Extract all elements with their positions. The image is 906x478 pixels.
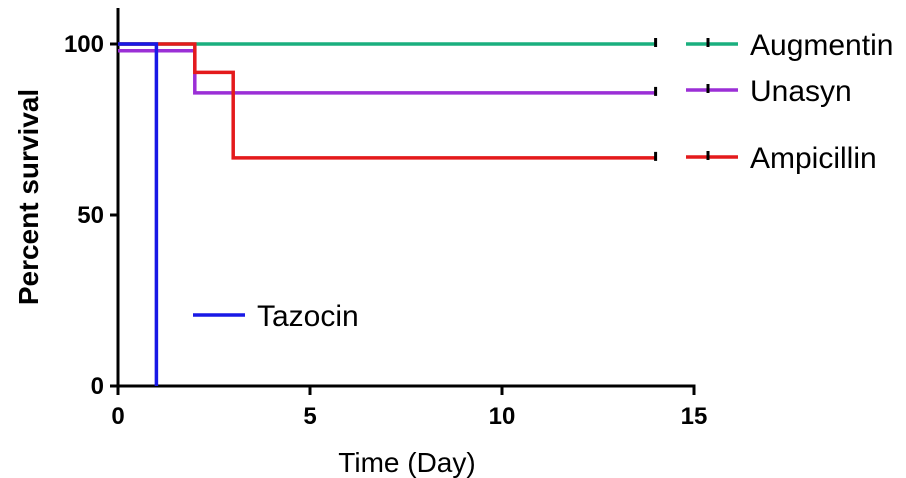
legend-item-augmentin: Augmentin	[686, 29, 893, 62]
legend-item-ampicillin: Ampicillin	[686, 142, 877, 175]
legend-item-unasyn: Unasyn	[686, 75, 852, 108]
legend-label: Tazocin	[257, 300, 359, 333]
x-tick-label: 0	[111, 403, 124, 430]
y-tick-label: 0	[91, 373, 104, 400]
y-tick-label: 50	[77, 202, 104, 229]
legend-label: Ampicillin	[750, 142, 877, 175]
x-axis-title: Time (Day)	[338, 447, 475, 478]
legend-label: Unasyn	[750, 75, 852, 108]
x-tick-label: 5	[303, 403, 316, 430]
legend-label: Augmentin	[750, 29, 893, 62]
series-line-tazocin	[118, 42, 159, 386]
x-tick-label: 10	[489, 403, 516, 430]
x-tick-label: 15	[681, 403, 708, 430]
legend-item-tazocin: Tazocin	[193, 300, 359, 333]
axes: 0 50 100 0 5 10 15	[64, 8, 707, 430]
series-line-ampicillin	[118, 42, 656, 160]
legend: Augmentin Unasyn Ampicillin Tazocin	[193, 29, 893, 333]
y-tick-label: 100	[64, 31, 104, 58]
series-layer	[118, 38, 658, 386]
y-axis-title: Percent survival	[13, 89, 44, 305]
